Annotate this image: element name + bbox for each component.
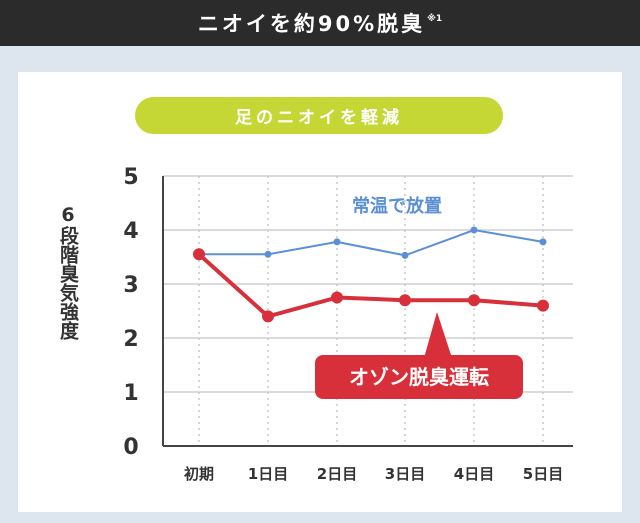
series-2-point xyxy=(331,291,343,304)
y-tick-label: 1 xyxy=(123,381,138,406)
y-tick-label: 4 xyxy=(123,219,138,244)
y-axis-label: 6段階臭気強度 xyxy=(57,204,79,340)
series-1-point xyxy=(401,251,409,259)
series-1-point xyxy=(264,250,272,258)
series-2-point xyxy=(262,310,274,323)
x-tick-label: 初期 xyxy=(184,465,214,483)
header-title: ニオイを約90%脱臭 xyxy=(197,12,426,36)
y-tick-label: 5 xyxy=(123,165,138,190)
y-tick-label: 3 xyxy=(123,273,138,298)
x-tick-label: 1日目 xyxy=(248,465,288,483)
x-tick-label: 2日目 xyxy=(317,465,357,483)
series-2-callout xyxy=(315,355,523,399)
y-tick-label: 0 xyxy=(123,435,138,460)
chart-card xyxy=(18,72,622,512)
series-line-2 xyxy=(197,252,544,319)
y-tick-label: 2 xyxy=(123,327,138,352)
series-1-point xyxy=(539,238,547,246)
header-banner: ニオイを約90%脱臭 ※1 xyxy=(0,0,640,46)
series-2-callout-pointer xyxy=(424,312,452,358)
x-tick-label: 5日目 xyxy=(523,465,563,483)
series-2-point xyxy=(468,294,480,307)
series-1-label: 常温で放置 xyxy=(352,195,442,217)
series-1-point xyxy=(333,238,341,246)
x-tick-label: 4日目 xyxy=(454,465,494,483)
series-line-1 xyxy=(199,228,544,257)
series-2-point xyxy=(399,294,411,307)
header-footnote-mark: ※1 xyxy=(427,14,443,24)
series-2-point xyxy=(193,248,205,261)
series-1-point xyxy=(470,226,478,234)
chart-title: 足のニオイを軽減 xyxy=(135,97,503,134)
series-2-point xyxy=(537,299,549,312)
x-tick-label: 3日目 xyxy=(385,465,425,483)
series-2-label: オゾン脱臭運転 xyxy=(349,365,489,389)
